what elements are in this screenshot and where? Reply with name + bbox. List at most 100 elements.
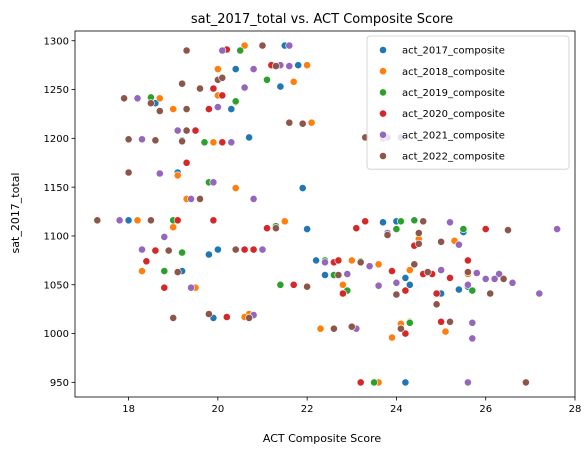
data-point <box>312 256 320 265</box>
data-point <box>173 171 182 180</box>
data-point <box>218 46 227 55</box>
data-point <box>245 133 253 142</box>
data-point <box>169 223 178 232</box>
data-point <box>182 126 191 135</box>
legend-label: act_2018_composite <box>402 67 505 78</box>
data-point <box>401 378 410 387</box>
data-point <box>285 118 294 127</box>
data-point <box>258 245 267 254</box>
data-point <box>405 318 414 327</box>
data-point <box>463 378 472 387</box>
x-tick-label: 28 <box>569 404 582 415</box>
x-tick-label: 24 <box>390 404 403 415</box>
data-point <box>468 318 477 327</box>
data-point <box>321 258 329 267</box>
data-point <box>133 94 142 103</box>
data-point <box>213 245 222 254</box>
data-point <box>182 46 191 55</box>
data-point <box>187 194 195 203</box>
data-point <box>285 62 294 70</box>
data-point <box>178 137 186 146</box>
data-point <box>200 138 209 147</box>
legend-marker <box>379 46 387 54</box>
y-tick-label: 950 <box>50 378 69 389</box>
data-point <box>405 280 414 289</box>
data-point <box>298 119 307 128</box>
data-point <box>454 240 463 249</box>
data-point <box>446 273 454 282</box>
legend-marker <box>379 109 387 118</box>
data-point <box>142 257 151 266</box>
legend-label: act_2022_composite <box>402 152 505 163</box>
data-point <box>356 258 365 267</box>
data-point <box>209 84 218 93</box>
legend-marker <box>379 152 387 160</box>
data-point <box>392 278 401 287</box>
data-point <box>392 225 401 233</box>
data-point <box>115 216 124 225</box>
y-axis-title: sat_2017_total <box>9 173 22 254</box>
data-point <box>374 260 383 269</box>
data-point <box>459 225 468 233</box>
data-point <box>553 225 561 233</box>
data-point <box>414 229 423 237</box>
data-point <box>173 216 182 225</box>
y-tick-label: 1300 <box>44 36 69 47</box>
data-point <box>334 271 343 279</box>
series-act_2018_composite <box>133 41 472 387</box>
data-point <box>486 289 495 298</box>
data-point <box>401 273 410 282</box>
y-tick-label: 1250 <box>44 85 69 96</box>
data-point <box>396 217 405 226</box>
data-point <box>178 248 186 257</box>
y-tick-label: 1050 <box>44 280 69 291</box>
data-point <box>419 217 428 226</box>
data-point <box>463 280 472 289</box>
data-point <box>160 232 169 241</box>
data-point <box>151 246 160 255</box>
legend: act_2017_composite act_2018_composite act_… <box>366 35 570 170</box>
data-point <box>441 327 450 336</box>
data-point <box>405 266 414 274</box>
data-point <box>481 225 490 233</box>
data-point <box>356 378 365 387</box>
data-point <box>240 245 249 254</box>
legend-label: act_2017_composite <box>402 46 505 57</box>
data-point <box>164 246 173 255</box>
data-point <box>204 105 213 113</box>
data-point <box>182 105 191 113</box>
data-point <box>437 266 445 274</box>
data-point <box>124 216 133 225</box>
data-point <box>298 184 307 192</box>
data-point <box>240 83 249 92</box>
data-point <box>490 274 499 283</box>
y-tick-label: 1200 <box>44 134 69 145</box>
data-point <box>218 73 227 82</box>
data-point <box>263 224 271 233</box>
data-point <box>463 268 472 276</box>
data-point <box>146 99 155 108</box>
legend-label: act_2019_composite <box>402 88 505 99</box>
data-point <box>410 216 419 225</box>
data-point <box>227 105 236 113</box>
data-point <box>361 217 370 226</box>
data-point <box>432 289 441 298</box>
x-axis-title: ACT Composite Score <box>263 432 381 445</box>
data-point <box>222 313 231 321</box>
data-point <box>392 290 401 299</box>
data-point <box>504 226 512 234</box>
x-tick-label: 26 <box>479 404 492 415</box>
data-point <box>191 126 200 135</box>
data-point <box>93 216 102 225</box>
data-point <box>249 65 258 73</box>
data-point <box>263 75 271 84</box>
data-point <box>432 300 441 309</box>
data-point <box>383 231 392 239</box>
data-point <box>446 218 454 227</box>
data-point <box>271 224 280 233</box>
data-point <box>401 286 410 295</box>
data-point <box>124 168 133 177</box>
data-point <box>495 270 503 278</box>
data-point <box>334 256 343 265</box>
